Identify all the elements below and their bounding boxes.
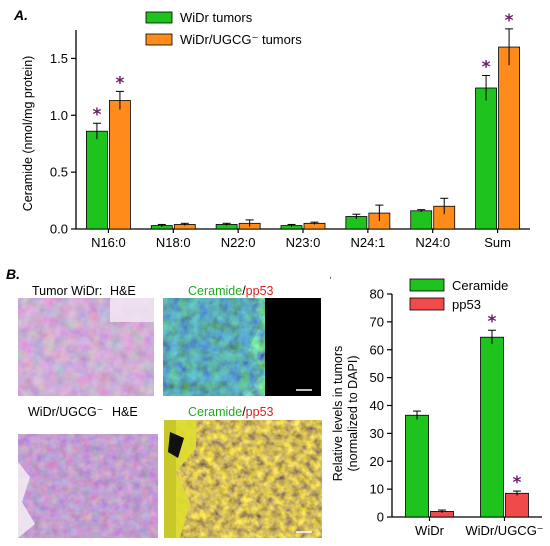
panel-b-images: B. Tumor WiDr: H&E Ceramide/pp53 [0, 262, 330, 546]
he-image-widr: Tumor WiDr: H&E [18, 282, 154, 396]
image-label-he-1: H&E [110, 284, 136, 298]
x-tick-label: Sum [484, 235, 511, 250]
legend-label: Ceramide [452, 278, 508, 293]
y-tick-label: 1.5 [50, 51, 68, 66]
legend-swatch [409, 278, 445, 292]
chart-a-axes: 0.0 0.5 1.0 1.5 Ceramide (nmol/mg protein) N1… [21, 30, 530, 250]
fluorescence-image-widr: Ceramide/pp53 [163, 282, 321, 396]
bar [109, 100, 131, 230]
chart-c-bars: ** [405, 312, 529, 518]
ceramide-species-bar-chart: A. 0.0 0.5 1.0 1.5 Ceramide (nmol/mg protein… [13, 7, 530, 250]
x-tick-label: N16:0 [91, 235, 126, 250]
x-tick-label: N24:0 [415, 235, 450, 250]
y-tick-label: 70 [370, 314, 384, 329]
y-axis-title: (normalized to DAPI) [346, 355, 360, 471]
bar [475, 87, 497, 230]
panel-b-svg: B. Tumor WiDr: H&E Ceramide/pp53 [6, 266, 322, 538]
legend-swatch [145, 11, 173, 24]
legend-swatch [145, 33, 173, 46]
chart-c-legend: Ceramide pp53 [409, 278, 508, 312]
tumor-levels-bar-chart: C. 0 10 20 30 40 50 60 70 80 Relative levels in t… [330, 266, 544, 539]
image-label-widr-ugcg: WiDr/UGCG⁻ [28, 405, 103, 419]
significance-star: * [513, 473, 522, 493]
x-tick-label: N18:0 [156, 235, 191, 250]
bar [480, 336, 504, 518]
panel-letter-c: C. [330, 266, 332, 282]
he-image-widr-ugcg: WiDr/UGCG⁻ H&E [18, 405, 158, 538]
y-tick-label: 60 [370, 342, 384, 357]
x-tick-label: N24:1 [351, 235, 386, 250]
y-tick-label: 1.0 [50, 108, 68, 123]
image-label-ceramide-1: Ceramide/pp53 [188, 284, 274, 298]
legend-label: pp53 [452, 297, 481, 312]
y-tick-label: 40 [370, 398, 384, 413]
significance-star: * [92, 105, 101, 125]
y-axis-title: Relative levels in tumors [331, 346, 345, 481]
bar [405, 414, 429, 518]
significance-star: * [505, 11, 514, 31]
bar [86, 130, 108, 230]
chart-a-legend: WiDr tumors WiDr/UGCG⁻ tumors [145, 10, 302, 47]
significance-star: * [482, 57, 491, 77]
significance-star: * [488, 312, 497, 332]
bar [505, 492, 529, 518]
bar [410, 210, 433, 230]
legend-swatch [409, 297, 445, 311]
x-tick-label: N22:0 [221, 235, 256, 250]
legend-label: WiDr/UGCG⁻ tumors [180, 32, 302, 47]
y-tick-label: 0 [377, 510, 384, 525]
chart-c-axes: 0 10 20 30 40 50 60 70 80 Relative levels in tumo… [331, 287, 544, 539]
y-tick-label: 0.5 [50, 165, 68, 180]
chart-a-bars: * * * * [86, 11, 520, 230]
image-label-he-2: H&E [112, 405, 138, 419]
y-tick-label: 50 [370, 370, 384, 385]
y-tick-label: 10 [370, 482, 384, 497]
x-tick-label: WiDr/UGCG⁻ [465, 523, 543, 538]
fluorescence-image-widr-ugcg: Ceramide/pp53 [164, 405, 322, 538]
panel-letter-b: B. [6, 266, 20, 282]
significance-star: * [115, 73, 124, 93]
image-label-widr: Tumor WiDr: [32, 284, 102, 298]
x-tick-label: N23:0 [286, 235, 321, 250]
bar [498, 46, 520, 230]
y-tick-label: 0.0 [50, 222, 68, 237]
legend-label: WiDr tumors [180, 10, 253, 25]
x-tick-label: WiDr [415, 523, 445, 538]
panel-letter-a: A. [13, 7, 28, 23]
image-label-ceramide-2: Ceramide/pp53 [188, 405, 274, 419]
y-tick-label: 80 [370, 287, 384, 302]
y-axis-title: Ceramide (nmol/mg protein) [21, 56, 35, 212]
y-tick-label: 30 [370, 426, 384, 441]
y-tick-label: 20 [370, 454, 384, 469]
